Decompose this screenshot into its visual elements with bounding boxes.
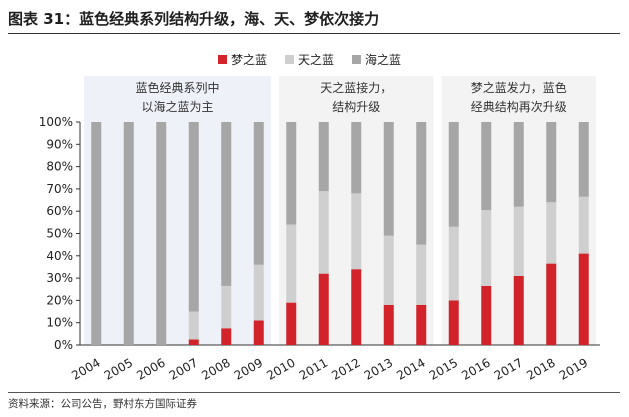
x-tick-label: 2017 [492, 355, 525, 382]
bar-segment [253, 264, 264, 321]
annotation-panel [84, 76, 271, 345]
source-note: 资料来源：公司公告，野村东方国际证券 [8, 398, 197, 410]
legend-label: 梦之蓝 [231, 53, 267, 67]
bar-segment [481, 210, 492, 286]
x-tick-label: 2008 [199, 355, 232, 382]
figure-title: 图表 31：蓝色经典系列结构升级，海、天、梦依次接力 [8, 10, 380, 28]
x-tick-label: 2015 [427, 355, 460, 382]
annotation-text: 梦之蓝发力，蓝色 [471, 80, 567, 95]
x-tick-label: 2007 [167, 355, 200, 382]
y-tick-label: 70% [46, 182, 73, 196]
y-tick-label: 40% [46, 249, 73, 263]
bar-segment [383, 235, 394, 305]
bar-segment [513, 206, 524, 276]
bar-segment [253, 122, 264, 265]
y-tick-label: 0% [54, 338, 73, 352]
x-tick-label: 2009 [232, 355, 265, 382]
bar-segment [91, 122, 102, 345]
annotation-text: 结构升级 [332, 99, 380, 114]
bar-segment [188, 311, 199, 340]
bar-segment [546, 122, 557, 203]
y-tick-label: 30% [46, 271, 73, 285]
footer-rule [8, 392, 620, 393]
bar-segment [416, 244, 427, 305]
bar-segment [578, 196, 589, 254]
bar-segment [546, 202, 557, 264]
x-tick-label: 2012 [329, 355, 362, 382]
x-tick-label: 2011 [297, 355, 330, 382]
annotation-text: 经典结构再次升级 [471, 99, 567, 114]
bar-segment [253, 320, 264, 345]
bar-segment [416, 122, 427, 245]
bar-segment [318, 122, 329, 192]
bar-segment [383, 122, 394, 236]
bar-segment [188, 339, 199, 345]
bar-segment [351, 193, 362, 270]
bar-segment [286, 224, 297, 303]
x-tick-label: 2005 [102, 355, 135, 382]
bar-segment [481, 285, 492, 345]
x-tick-label: 2016 [459, 355, 492, 382]
bar-segment [286, 302, 297, 345]
bar-segment [546, 263, 557, 345]
bar-segment [221, 122, 232, 286]
bar-segment [188, 122, 199, 312]
x-tick-label: 2018 [524, 355, 557, 382]
bar-segment [513, 122, 524, 207]
bar-segment [448, 226, 459, 301]
bar-segment [416, 304, 427, 345]
legend-label: 天之蓝 [298, 53, 334, 67]
legend-swatch [218, 55, 227, 64]
bar-segment [286, 122, 297, 225]
y-tick-label: 50% [46, 227, 73, 241]
legend-label: 海之蓝 [365, 52, 401, 67]
y-tick-label: 60% [46, 204, 73, 218]
annotation-text: 以海之蓝为主 [141, 99, 213, 114]
bar-segment [351, 269, 362, 345]
bar-segment [383, 304, 394, 345]
x-tick-label: 2006 [134, 355, 167, 382]
bar-segment [481, 122, 492, 211]
annotation-text: 蓝色经典系列中 [135, 80, 219, 95]
bar-segment [448, 300, 459, 345]
y-tick-label: 90% [46, 137, 73, 151]
x-tick-label: 2014 [394, 355, 427, 382]
annotation-text: 天之蓝接力， [320, 80, 392, 95]
x-tick-label: 2004 [69, 355, 102, 382]
y-tick-label: 20% [46, 293, 73, 307]
title-rule [8, 33, 620, 34]
y-tick-label: 100% [39, 115, 73, 129]
bar-segment [513, 275, 524, 345]
x-tick-label: 2019 [557, 355, 590, 382]
bar-segment [221, 285, 232, 329]
bar-segment [156, 122, 167, 345]
bar-segment [578, 122, 589, 197]
bar-segment [123, 122, 134, 345]
bar-segment [578, 253, 589, 345]
bar-segment [448, 122, 459, 227]
y-tick-label: 80% [46, 160, 73, 174]
bar-segment [318, 191, 329, 274]
y-tick-label: 10% [46, 316, 73, 330]
x-tick-label: 2013 [362, 355, 395, 382]
legend-swatch [285, 55, 294, 64]
bar-segment [318, 273, 329, 345]
legend-swatch [352, 55, 361, 64]
bar-segment [221, 328, 232, 345]
bar-segment [351, 122, 362, 194]
x-tick-label: 2010 [264, 355, 297, 382]
